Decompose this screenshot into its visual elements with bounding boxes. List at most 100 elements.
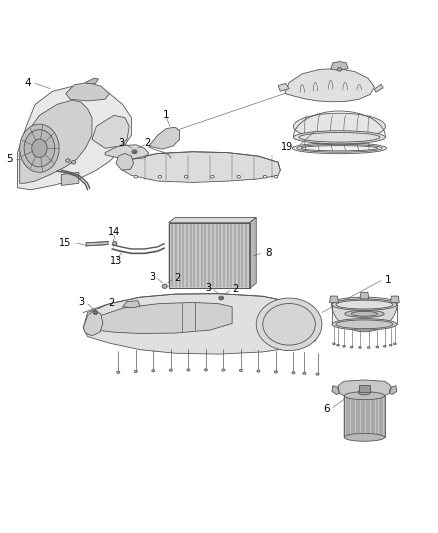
Text: 14: 14 [108, 228, 120, 237]
Polygon shape [83, 310, 103, 336]
Polygon shape [149, 127, 180, 149]
Ellipse shape [332, 297, 397, 310]
Ellipse shape [93, 311, 98, 314]
Ellipse shape [219, 296, 223, 300]
Ellipse shape [303, 372, 306, 375]
Ellipse shape [239, 369, 243, 372]
Text: 5: 5 [7, 154, 13, 164]
Polygon shape [360, 292, 369, 299]
Ellipse shape [132, 150, 137, 154]
Ellipse shape [71, 160, 76, 164]
Ellipse shape [332, 299, 397, 310]
Ellipse shape [204, 369, 208, 371]
Ellipse shape [187, 369, 190, 371]
Ellipse shape [297, 144, 382, 152]
Polygon shape [250, 217, 256, 288]
Ellipse shape [184, 175, 188, 178]
Polygon shape [66, 83, 110, 101]
Ellipse shape [158, 175, 162, 178]
Polygon shape [61, 172, 79, 185]
Polygon shape [20, 100, 92, 183]
Ellipse shape [152, 370, 155, 372]
Ellipse shape [292, 372, 295, 374]
Ellipse shape [316, 373, 319, 375]
Ellipse shape [337, 344, 339, 346]
Polygon shape [123, 152, 280, 182]
Polygon shape [169, 217, 256, 223]
Ellipse shape [344, 433, 385, 441]
Polygon shape [85, 241, 109, 246]
Ellipse shape [343, 345, 346, 347]
Ellipse shape [113, 241, 117, 245]
Ellipse shape [344, 392, 385, 400]
Text: 19: 19 [281, 142, 293, 152]
Text: 3: 3 [205, 283, 211, 293]
Ellipse shape [332, 343, 335, 345]
Polygon shape [116, 154, 134, 170]
Ellipse shape [293, 143, 386, 154]
Ellipse shape [332, 319, 397, 330]
Polygon shape [374, 84, 383, 92]
Ellipse shape [169, 369, 172, 372]
Text: 13: 13 [110, 256, 122, 266]
Polygon shape [96, 302, 232, 334]
Ellipse shape [220, 297, 223, 299]
Polygon shape [92, 115, 129, 148]
Polygon shape [338, 380, 391, 397]
Text: 1: 1 [163, 110, 170, 120]
Ellipse shape [367, 346, 370, 349]
Text: 4: 4 [25, 77, 32, 87]
Ellipse shape [274, 175, 278, 178]
Text: 2: 2 [232, 284, 238, 294]
Polygon shape [332, 303, 397, 332]
Polygon shape [83, 294, 320, 354]
Text: 3: 3 [119, 138, 125, 148]
Polygon shape [105, 145, 149, 159]
Ellipse shape [293, 113, 385, 140]
Ellipse shape [359, 346, 361, 349]
Text: 2: 2 [145, 139, 151, 148]
Ellipse shape [336, 320, 393, 329]
Polygon shape [278, 84, 289, 91]
Polygon shape [332, 386, 339, 394]
Polygon shape [331, 61, 348, 70]
Ellipse shape [211, 175, 214, 178]
Ellipse shape [293, 131, 385, 144]
Polygon shape [329, 296, 338, 303]
Polygon shape [391, 296, 399, 303]
Text: 15: 15 [59, 238, 71, 248]
Text: 2: 2 [174, 273, 180, 284]
Ellipse shape [263, 303, 315, 345]
Ellipse shape [237, 175, 240, 178]
Ellipse shape [336, 300, 393, 309]
Ellipse shape [134, 175, 138, 178]
Ellipse shape [133, 151, 136, 153]
Ellipse shape [32, 139, 47, 157]
Text: 3: 3 [78, 296, 85, 306]
Ellipse shape [350, 346, 353, 348]
Ellipse shape [162, 284, 167, 288]
Polygon shape [18, 85, 131, 190]
Polygon shape [344, 395, 385, 437]
Polygon shape [85, 78, 99, 84]
Polygon shape [169, 223, 250, 288]
Text: 3: 3 [149, 272, 155, 282]
Ellipse shape [358, 390, 371, 395]
Ellipse shape [263, 175, 267, 178]
Ellipse shape [134, 370, 137, 373]
Ellipse shape [345, 310, 384, 317]
Ellipse shape [394, 343, 396, 345]
Ellipse shape [20, 124, 59, 172]
Ellipse shape [389, 344, 392, 346]
Polygon shape [389, 386, 397, 394]
Polygon shape [256, 298, 322, 351]
Ellipse shape [274, 371, 278, 373]
Polygon shape [285, 69, 374, 102]
Polygon shape [123, 301, 140, 308]
Polygon shape [359, 385, 370, 392]
Ellipse shape [383, 345, 386, 347]
Text: 6: 6 [323, 405, 330, 414]
Ellipse shape [257, 370, 260, 372]
Text: 8: 8 [265, 248, 272, 259]
Ellipse shape [24, 130, 55, 167]
